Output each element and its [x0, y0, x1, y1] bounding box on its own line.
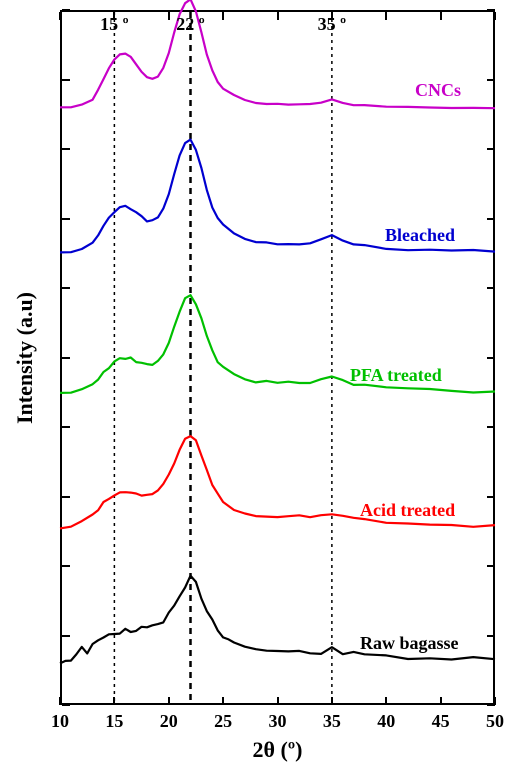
x-tick-label: 45 [432, 711, 450, 732]
x-tick [440, 697, 442, 705]
y-tick [62, 148, 70, 150]
x-tick [113, 697, 115, 705]
y-tick [487, 496, 495, 498]
x-tick [385, 12, 387, 20]
x-tick-label: 25 [214, 711, 232, 732]
x-tick [222, 12, 224, 20]
peak-label: 15 º [100, 14, 128, 35]
series-label: CNCs [415, 80, 461, 101]
x-tick-label: 10 [51, 711, 69, 732]
x-tick-label: 20 [160, 711, 178, 732]
y-tick [62, 218, 70, 220]
chart-svg [0, 0, 508, 775]
y-tick [487, 704, 495, 706]
y-tick [487, 357, 495, 359]
x-tick [59, 697, 61, 705]
y-tick [487, 287, 495, 289]
y-tick [62, 704, 70, 706]
x-tick [385, 697, 387, 705]
y-tick [62, 426, 70, 428]
y-tick [487, 635, 495, 637]
y-tick [62, 79, 70, 81]
y-tick [487, 79, 495, 81]
series-label: PFA treated [350, 365, 442, 386]
x-tick [168, 697, 170, 705]
x-tick [277, 12, 279, 20]
y-tick [487, 148, 495, 150]
y-tick [487, 426, 495, 428]
x-tick [440, 12, 442, 20]
y-tick [487, 9, 495, 11]
x-tick-label: 40 [377, 711, 395, 732]
x-tick [168, 12, 170, 20]
x-tick-label: 50 [486, 711, 504, 732]
y-tick [487, 565, 495, 567]
peak-label: 35 º [318, 14, 346, 35]
x-axis-label: 2θ (º) [253, 737, 303, 763]
y-tick [487, 218, 495, 220]
x-tick-label: 30 [269, 711, 287, 732]
x-tick-label: 15 [105, 711, 123, 732]
y-axis-label: Intensity (a.u) [12, 291, 38, 423]
y-tick [62, 9, 70, 11]
x-tick [277, 697, 279, 705]
x-tick-label: 35 [323, 711, 341, 732]
x-tick [59, 12, 61, 20]
series-label: Bleached [385, 225, 455, 246]
series-label: Raw bagasse [360, 633, 459, 654]
y-tick [62, 496, 70, 498]
x-tick [222, 697, 224, 705]
y-tick [62, 565, 70, 567]
y-tick [62, 287, 70, 289]
series-label: Acid treated [360, 500, 455, 521]
y-tick [62, 357, 70, 359]
peak-label: 22 º [176, 14, 204, 35]
xrd-chart: Intensity (a.u) 2θ (º) 10 15 20 25 30 35 40 45 5… [0, 0, 508, 775]
x-tick [331, 697, 333, 705]
x-tick [494, 12, 496, 20]
y-tick [62, 635, 70, 637]
